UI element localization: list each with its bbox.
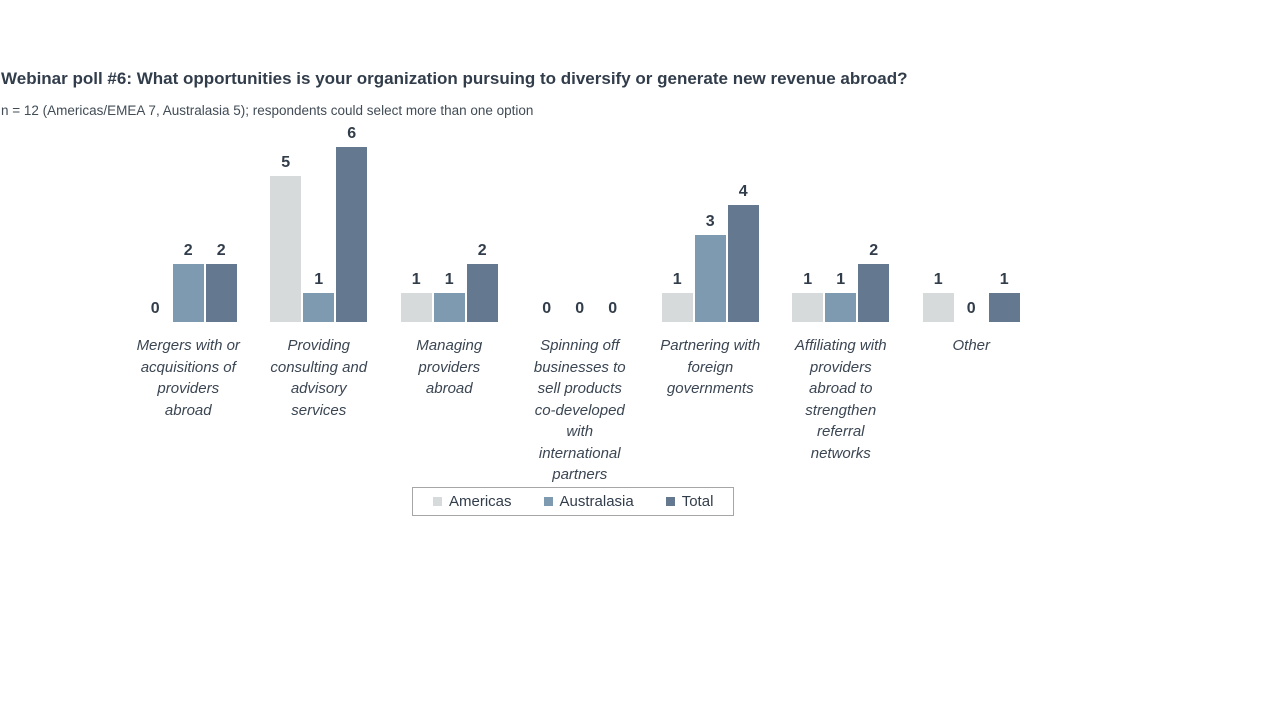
bar-cell-americas: 0 (531, 301, 562, 322)
bar-cell-australasia: 1 (303, 270, 335, 322)
bar-cell-australasia: 3 (694, 212, 726, 322)
bar-group: 1 1 2 (792, 126, 890, 322)
bar-cell-total: 2 (466, 241, 498, 322)
chart-subtitle: n = 12 (Americas/EMEA 7, Australasia 5);… (1, 103, 534, 118)
category-group: 5 1 6 Providing consulting and advisory ser… (254, 124, 385, 486)
bar-australasia (172, 263, 204, 322)
value-label: 2 (477, 241, 487, 259)
bar-cell-total: 0 (597, 301, 628, 322)
bar-americas (661, 292, 693, 322)
value-label: 3 (705, 212, 715, 230)
bar-cell-total: 2 (858, 241, 890, 322)
category-label: Mergers with or acquisitions of provider… (136, 337, 240, 419)
category-group: 0 2 2 Mergers with or acquisitions of provi… (123, 126, 254, 486)
bar-total (858, 263, 890, 322)
category-label: Affiliating with providers abroad to str… (794, 337, 887, 462)
bar-group: 0 0 0 (531, 126, 628, 322)
legend-item-australasia: Australasia (543, 493, 634, 510)
bar-cell-australasia: 0 (956, 301, 987, 322)
category-label: Providing consulting and advisory servic… (270, 337, 368, 419)
legend-label: Americas (449, 493, 512, 510)
bar-total (205, 263, 237, 322)
bar-cell-australasia: 0 (564, 301, 595, 322)
legend: Americas Australasia Total (412, 487, 735, 516)
bar-americas (792, 292, 824, 322)
value-label: 1 (314, 270, 324, 288)
bar-australasia (825, 292, 857, 322)
bar-cell-australasia: 1 (433, 270, 465, 322)
category-label: Other (952, 337, 990, 354)
bar-cell-americas: 1 (792, 270, 824, 322)
value-label: 1 (803, 270, 813, 288)
value-label: 6 (347, 124, 357, 142)
chart-title: Webinar poll #6: What opportunities is y… (1, 69, 908, 88)
category-label: Partnering with foreign governments (660, 337, 761, 397)
bar-cell-americas: 5 (270, 154, 302, 322)
legend-item-total: Total (665, 493, 714, 510)
value-label: 4 (738, 183, 748, 201)
bar-total (466, 263, 498, 322)
bar-cell-australasia: 2 (172, 241, 204, 322)
legend-item-americas: Americas (433, 493, 512, 510)
value-label: 2 (869, 241, 879, 259)
bar-cell-americas: 0 (140, 301, 171, 322)
plot-area: 0 2 2 Mergers with or acquisitions of provi… (123, 124, 1037, 486)
category-label: Spinning off businesses to sell products… (533, 337, 626, 483)
bar-cell-total: 4 (727, 183, 759, 322)
value-label: 1 (411, 270, 421, 288)
category-group: 1 0 1 Other (906, 126, 1037, 486)
category-label: Managing providers abroad (416, 337, 483, 397)
bar-cell-total: 2 (205, 241, 237, 322)
legend-marker-americas (433, 497, 442, 506)
bar-group: 0 2 2 (140, 126, 237, 322)
value-label: 2 (216, 241, 226, 259)
bar-total (336, 146, 368, 322)
bar-total (727, 205, 759, 322)
legend-marker-australasia (543, 497, 553, 506)
bar-australasia (303, 292, 335, 322)
bar-cell-americas: 1 (922, 270, 954, 322)
bar-group: 5 1 6 (270, 124, 368, 322)
bar-americas (270, 176, 302, 322)
value-label: 0 (150, 300, 160, 317)
bar-total (988, 292, 1020, 322)
value-label: 0 (608, 300, 618, 317)
legend-label: Total (681, 493, 714, 510)
bar-americas (400, 292, 432, 322)
bar-cell-total: 1 (988, 270, 1020, 322)
bar-cell-total: 6 (336, 124, 368, 322)
bar-group: 1 1 2 (400, 126, 498, 322)
value-label: 1 (933, 270, 943, 288)
bar-group: 1 0 1 (922, 126, 1020, 322)
legend-marker-total (665, 497, 675, 506)
value-label: 2 (183, 241, 193, 259)
value-label: 1 (999, 270, 1009, 288)
value-label: 0 (966, 300, 976, 317)
legend-label: Australasia (559, 493, 634, 510)
bar-cell-americas: 1 (661, 270, 693, 322)
value-label: 1 (836, 270, 846, 288)
bar-americas (922, 292, 954, 322)
bar-australasia (433, 292, 465, 322)
bar-group: 1 3 4 (661, 126, 759, 322)
category-group: 1 3 4 Partnering with foreign governments (645, 126, 776, 486)
value-label: 0 (575, 300, 585, 317)
bar-cell-americas: 1 (400, 270, 432, 322)
bar-australasia (694, 234, 726, 322)
category-group: 1 1 2 Managing providers abroad (384, 126, 515, 486)
category-group: 0 0 0 Spinning off businesses to sell produ… (515, 126, 646, 486)
value-label: 0 (542, 300, 552, 317)
category-group: 1 1 2 Affiliating with providers abroad to … (776, 126, 907, 486)
bar-cell-australasia: 1 (825, 270, 857, 322)
value-label: 5 (281, 154, 291, 172)
value-label: 1 (444, 270, 454, 288)
value-label: 1 (672, 270, 682, 288)
